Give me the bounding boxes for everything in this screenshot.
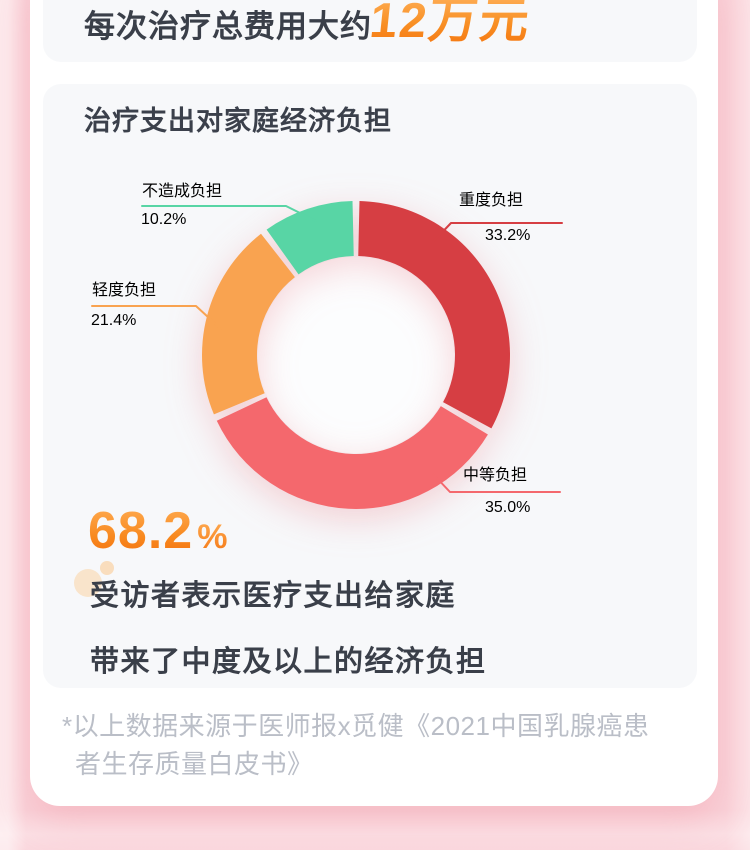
chart-title: 治疗支出对家庭经济负担 xyxy=(84,106,392,136)
stat-description-line1: 受访者表示医疗支出给家庭 xyxy=(90,580,457,612)
decor-bubble-small xyxy=(100,561,114,575)
data-source-note: *以上数据来源于医师报x觅健《2021中国乳腺癌患者生存质量白皮书》 xyxy=(62,711,650,779)
decor-bubble-large xyxy=(74,569,102,597)
cost-panel xyxy=(43,0,697,62)
callout-medium-label: 中等负担 xyxy=(463,467,528,484)
callout-light-label: 轻度负担 xyxy=(92,282,157,299)
callout-medium-percent: 35.0% xyxy=(485,499,531,516)
stat-description-line2: 带来了中度及以上的经济负担 xyxy=(90,646,487,678)
stat-unit: % xyxy=(197,518,228,556)
stat-value-row: 68.2 % xyxy=(88,503,227,559)
callout-none-percent: 10.2% xyxy=(141,211,187,228)
callout-none-label: 不造成负担 xyxy=(142,183,223,200)
cost-value-text: 12万元 xyxy=(367,0,534,50)
callout-heavy-label: 重度负担 xyxy=(459,192,524,209)
stat-value: 68.2 xyxy=(88,502,194,560)
callout-light-percent: 21.4% xyxy=(91,312,137,329)
cost-prefix-text: 每次治疗总费用大约 xyxy=(84,9,372,44)
callout-heavy-percent: 33.2% xyxy=(485,227,531,244)
